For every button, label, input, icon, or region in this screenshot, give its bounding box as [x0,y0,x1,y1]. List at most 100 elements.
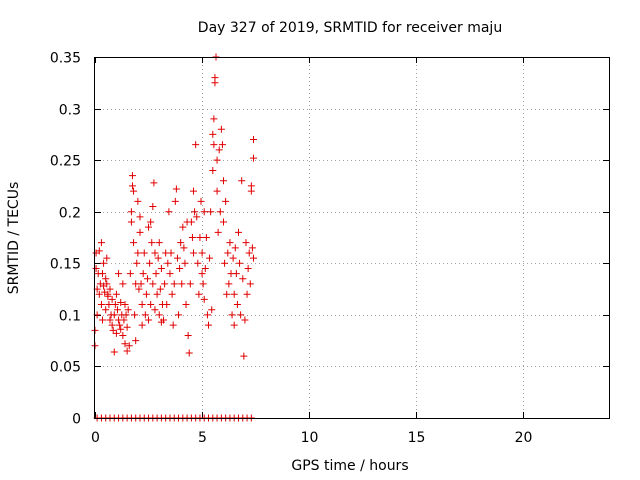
data-point [203,311,211,319]
data-point [112,329,120,337]
data-point [211,79,219,87]
data-point [184,331,192,339]
data-point [190,249,198,257]
data-point [232,270,240,278]
x-axis-label: GPS time / hours [291,458,408,474]
y-tick-label: 0 [72,412,81,428]
data-point [170,280,178,288]
data-point [102,306,110,314]
data-point [128,182,136,190]
data-point [156,285,164,293]
data-point [192,141,200,149]
data-point [110,311,118,319]
data-point [100,259,108,267]
data-point [180,244,188,252]
data-point [141,311,149,319]
data-point [150,179,158,187]
data-point [167,249,175,257]
data-point [190,187,198,195]
data-point [155,311,163,319]
data-point [112,290,120,298]
grid [95,57,609,418]
data-point [117,325,125,333]
data-point [135,285,143,293]
data-point [120,316,128,324]
y-tick-label: 0.05 [50,360,81,376]
data-point [149,280,157,288]
data-point [155,239,163,247]
x-tick-label: 0 [91,430,100,446]
data-point [109,326,117,334]
data-point [247,182,255,190]
data-point [196,234,204,241]
data-point [119,331,127,339]
data-point [220,218,227,226]
data-point [124,306,132,314]
data-point [95,290,103,298]
data-point [152,270,160,278]
data-point [154,254,162,262]
data-point [147,301,155,309]
data-point [98,270,106,278]
data-point [178,280,186,288]
data-point [198,270,206,278]
data-point [146,259,154,267]
data-point [249,254,257,262]
data-point [106,285,114,293]
data-point [131,311,139,319]
data-point [239,275,247,283]
data-point [214,228,222,236]
data-point [163,301,171,309]
data-point [121,340,129,348]
data-point [117,298,125,306]
data-point [249,154,257,162]
data-point [138,301,146,309]
data-point [92,264,100,272]
data-point [143,275,151,283]
data-point [127,208,135,216]
data-point [206,254,214,262]
y-tick-label: 0.15 [50,257,81,273]
data-point [198,249,206,257]
data-point [157,264,165,272]
data-point [228,311,236,319]
data-point [103,280,111,288]
data-point [201,264,209,272]
data-point [229,254,237,262]
data-point [173,254,181,262]
data-point [243,290,251,298]
data-point [116,321,124,329]
data-point [161,280,169,288]
x-tick-label: 10 [301,430,319,446]
data-point [216,208,224,216]
y-tick-label: 0.3 [59,103,81,119]
axis-ticks: 0 0.05 0.1 0.15 0.2 0.25 0.3 0.35 0 5 10 15 20 [50,51,609,446]
data-point [238,177,246,185]
data-points [91,53,257,422]
data-point [224,249,232,257]
data-point [230,321,238,329]
data-point [122,311,130,319]
data-point [213,156,221,164]
data-point [215,146,223,154]
x-tick-label: 5 [198,430,207,446]
data-point [171,197,179,205]
data-point [130,187,138,195]
data-point [237,311,245,319]
data-point [234,228,242,236]
data-point [248,244,256,252]
data-point [218,141,226,149]
plot-frame [94,57,610,419]
data-point [213,187,221,195]
data-point [185,349,193,357]
data-point [210,115,218,123]
data-point [147,218,155,226]
data-point [236,259,244,267]
data-point [95,247,103,255]
data-point [217,125,225,133]
data-point [132,337,140,345]
data-point [200,295,208,303]
data-point [165,208,173,216]
data-point [233,301,241,309]
data-point [209,166,217,174]
